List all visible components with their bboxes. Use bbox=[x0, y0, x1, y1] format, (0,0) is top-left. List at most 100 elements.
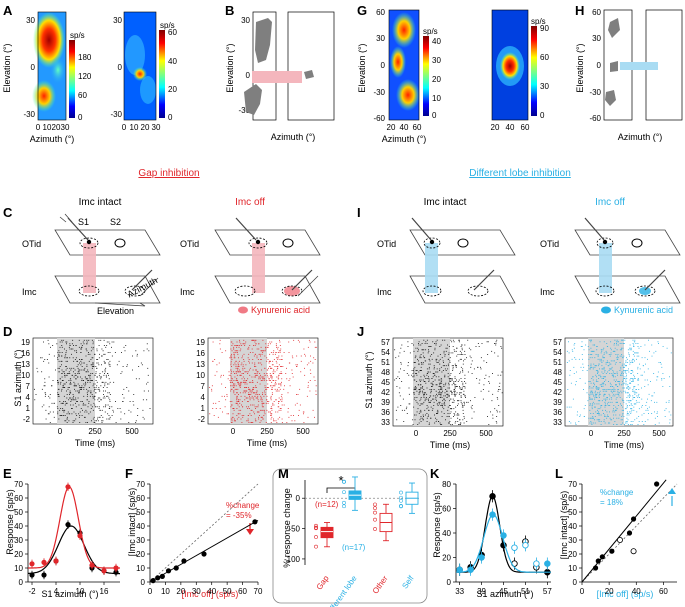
f-point bbox=[173, 565, 179, 571]
spike bbox=[421, 403, 423, 405]
spike bbox=[296, 366, 298, 367]
spike bbox=[401, 381, 403, 382]
spike bbox=[439, 386, 441, 387]
spike bbox=[575, 384, 576, 386]
spike bbox=[218, 362, 220, 364]
spike bbox=[258, 394, 260, 395]
spike bbox=[279, 352, 281, 353]
spike bbox=[598, 414, 600, 416]
spike bbox=[436, 411, 438, 413]
spike bbox=[111, 341, 113, 343]
spike bbox=[439, 379, 441, 381]
spike bbox=[451, 341, 453, 343]
spike bbox=[277, 357, 279, 359]
spike bbox=[86, 392, 88, 394]
spike bbox=[627, 392, 629, 394]
spike bbox=[603, 357, 605, 359]
spike bbox=[452, 365, 454, 367]
spike bbox=[229, 357, 231, 359]
spike bbox=[612, 360, 614, 362]
spike bbox=[633, 409, 635, 411]
spike bbox=[590, 387, 592, 389]
spike bbox=[603, 366, 605, 368]
spike bbox=[287, 411, 289, 413]
spike bbox=[263, 415, 265, 416]
spike bbox=[420, 398, 422, 400]
spike bbox=[108, 362, 110, 364]
spike bbox=[71, 348, 72, 350]
spike bbox=[603, 398, 605, 400]
spike bbox=[460, 371, 461, 373]
spike bbox=[646, 379, 648, 381]
spike bbox=[496, 411, 498, 413]
spike bbox=[629, 344, 631, 346]
spike bbox=[424, 400, 426, 402]
spike bbox=[277, 418, 279, 420]
spike bbox=[234, 383, 236, 385]
spike bbox=[66, 416, 68, 418]
spike bbox=[231, 404, 233, 406]
spike bbox=[58, 367, 60, 369]
spike bbox=[436, 393, 437, 395]
spike bbox=[612, 390, 614, 392]
spike bbox=[248, 406, 249, 408]
spike bbox=[59, 355, 60, 357]
spike bbox=[444, 392, 446, 394]
spike bbox=[654, 411, 655, 413]
m-datapoint bbox=[342, 480, 346, 484]
spike bbox=[296, 394, 297, 395]
spike bbox=[596, 376, 597, 378]
spike bbox=[643, 424, 645, 425]
spike bbox=[247, 401, 249, 402]
spike bbox=[589, 422, 591, 424]
spike bbox=[57, 395, 59, 397]
spike bbox=[614, 376, 616, 378]
spike bbox=[146, 343, 148, 345]
spike bbox=[315, 390, 317, 392]
spike bbox=[604, 422, 606, 424]
spike bbox=[109, 399, 111, 401]
spike bbox=[669, 386, 671, 387]
x-tick-label: 20 bbox=[176, 587, 185, 596]
spike bbox=[626, 357, 627, 359]
spike bbox=[616, 408, 618, 410]
spike bbox=[450, 408, 452, 410]
spike bbox=[230, 376, 232, 378]
spike bbox=[277, 376, 279, 378]
spike bbox=[597, 371, 599, 373]
e-point-red bbox=[89, 562, 95, 568]
spike bbox=[602, 368, 604, 370]
spike bbox=[434, 395, 436, 397]
spike bbox=[81, 387, 82, 388]
spike bbox=[454, 414, 456, 416]
spike bbox=[426, 417, 428, 419]
spike bbox=[252, 387, 254, 388]
spike bbox=[310, 355, 311, 357]
spike bbox=[413, 393, 415, 395]
spike bbox=[415, 389, 417, 390]
spike bbox=[433, 401, 435, 403]
spike bbox=[591, 408, 593, 410]
spike bbox=[273, 373, 275, 374]
spike bbox=[270, 411, 271, 413]
spike bbox=[603, 368, 605, 370]
spike bbox=[106, 395, 108, 397]
spike bbox=[599, 368, 600, 370]
spike bbox=[279, 350, 281, 352]
spike bbox=[83, 387, 85, 388]
spike bbox=[35, 394, 37, 395]
spike bbox=[459, 373, 461, 374]
spike bbox=[105, 404, 107, 406]
a-xtick: 0 bbox=[36, 123, 41, 132]
spike bbox=[620, 368, 622, 370]
spike bbox=[409, 352, 411, 354]
f-arrow-head bbox=[246, 529, 254, 535]
spike bbox=[62, 339, 64, 341]
spike bbox=[251, 376, 253, 378]
spike bbox=[635, 389, 637, 390]
spike bbox=[400, 368, 401, 370]
spike bbox=[455, 406, 457, 408]
spike bbox=[622, 414, 624, 416]
spike bbox=[133, 394, 135, 395]
d-ytick: 13 bbox=[21, 360, 30, 369]
